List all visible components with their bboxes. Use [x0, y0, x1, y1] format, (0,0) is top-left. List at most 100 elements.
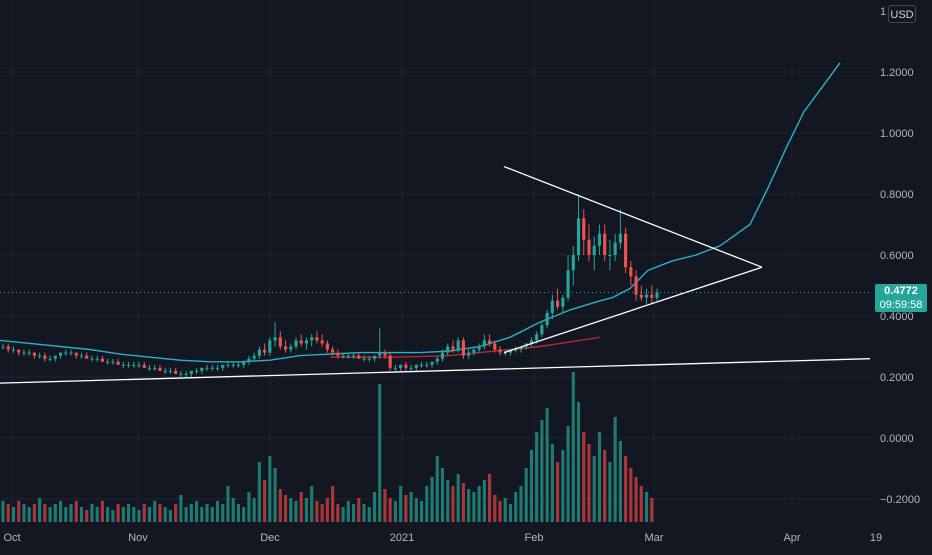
volume-bar — [200, 507, 204, 522]
volume-bar — [613, 417, 617, 522]
candle-body — [79, 355, 84, 357]
candle-body — [372, 355, 377, 359]
volume-bar — [189, 504, 193, 522]
volume-bar — [514, 492, 518, 522]
volume-bar — [85, 510, 89, 522]
candle-body — [514, 349, 518, 351]
candle-body — [226, 364, 230, 366]
candle-body — [608, 255, 612, 256]
candle-body — [503, 352, 507, 354]
volume-bar — [425, 486, 429, 522]
volume-bar — [383, 489, 387, 522]
volume-bar — [498, 501, 502, 522]
x-tick-label: Nov — [128, 532, 148, 544]
candle-body — [550, 300, 554, 313]
volume-bar — [174, 504, 178, 522]
candle-body — [168, 370, 172, 372]
volume-bar — [566, 426, 570, 522]
volume-bar — [53, 504, 57, 522]
candle-body — [32, 352, 36, 356]
candle-body — [362, 358, 366, 360]
candle-body — [205, 367, 209, 369]
x-tick-label: Feb — [525, 532, 544, 544]
volume-bar — [608, 462, 612, 522]
candle-body — [231, 364, 235, 366]
candle-body — [451, 346, 455, 350]
volume-bar — [79, 507, 84, 522]
volume-bar — [273, 468, 277, 522]
candle-body — [341, 355, 345, 357]
candle-body — [304, 340, 309, 344]
volume-bar — [17, 501, 21, 522]
volume-bar — [597, 432, 602, 522]
candle-body — [153, 367, 157, 369]
candle-body — [367, 358, 371, 360]
volume-bar — [440, 468, 445, 522]
candle-body — [644, 294, 649, 298]
volume-bar — [477, 486, 481, 522]
candle-body — [64, 352, 68, 354]
x-axis-bg — [0, 522, 932, 550]
volume-bar — [1, 501, 5, 522]
candle-body — [289, 346, 293, 350]
candle-body — [247, 358, 251, 362]
candle-body — [425, 364, 429, 366]
candle-body — [263, 349, 267, 353]
candle-body — [576, 218, 581, 255]
volume-bar — [278, 489, 282, 522]
candle-body — [184, 373, 188, 375]
volume-bar — [545, 408, 549, 522]
volume-bar — [147, 507, 152, 522]
scale-top-partial-label: 1 — [880, 6, 887, 18]
y-tick-label: 1.2000 — [880, 67, 914, 79]
volume-bar — [488, 474, 492, 522]
candle-body — [137, 364, 141, 366]
candle-body — [252, 355, 256, 359]
candle-body — [613, 242, 617, 255]
candle-body — [174, 370, 178, 374]
candle-body — [582, 218, 586, 240]
ma-slow-line — [330, 336, 601, 358]
candle-body — [294, 340, 298, 347]
x-tick-label: Oct — [3, 532, 20, 544]
candle-body — [11, 349, 16, 351]
candle-body — [404, 364, 408, 368]
candle-body — [221, 364, 225, 368]
candle-body — [38, 355, 42, 357]
candle-body — [158, 367, 162, 371]
candle-body — [456, 340, 460, 350]
volume-bar — [331, 486, 335, 522]
volume-bar — [289, 498, 293, 522]
volume-bar — [624, 456, 628, 522]
volume-bar — [215, 501, 220, 522]
volume-bar — [257, 462, 261, 522]
candle-body — [357, 355, 361, 359]
candle-body — [571, 255, 575, 271]
volume-bar — [399, 486, 403, 522]
volume-bar — [320, 504, 324, 522]
volume-bar — [524, 468, 528, 522]
candle-body — [17, 349, 21, 353]
volume-bar — [404, 495, 408, 522]
volume-bar — [106, 507, 110, 522]
volume-bar — [325, 498, 329, 522]
candle-body — [414, 364, 418, 368]
volume-bar — [299, 492, 303, 522]
volume-bar — [419, 501, 424, 522]
candle-body — [278, 337, 282, 347]
volume-bar — [414, 498, 418, 522]
candle-body — [409, 367, 413, 369]
y-tick-label: 0.6000 — [880, 250, 914, 262]
candle-body — [388, 355, 392, 368]
volume-bar — [310, 486, 314, 522]
volume-bar — [90, 504, 94, 522]
volume-bar — [529, 450, 534, 522]
y-axis-bg — [872, 0, 932, 550]
volume-bar — [168, 510, 172, 522]
currency-button[interactable]: USD — [888, 5, 916, 23]
candle-body — [587, 239, 591, 255]
volume-bar — [58, 501, 63, 522]
candle-body — [189, 370, 193, 374]
